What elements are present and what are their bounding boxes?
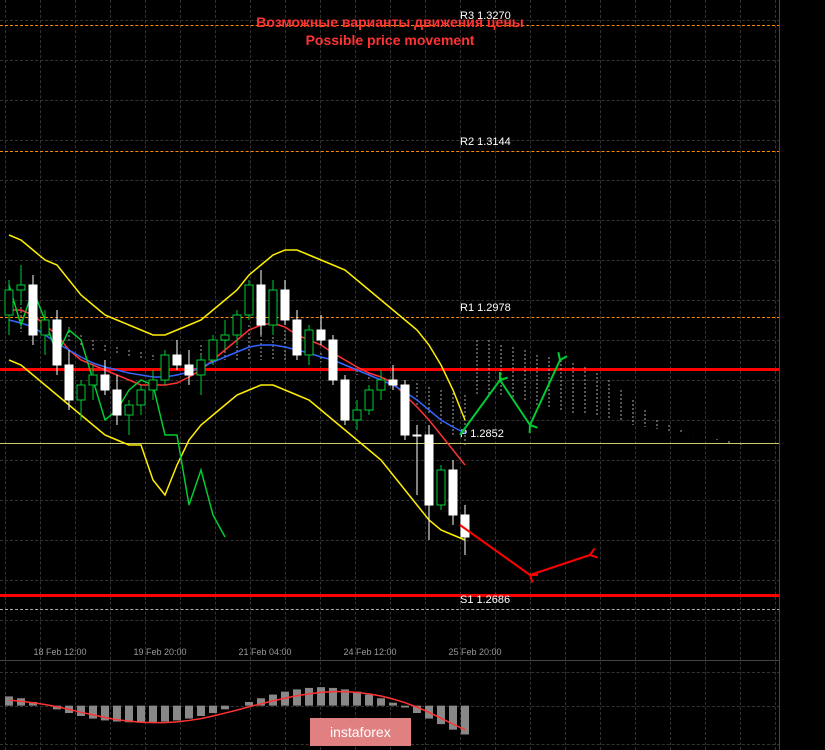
watermark: instaforex — [310, 718, 411, 746]
chart-title-en: Possible price movement — [0, 32, 780, 48]
chart-title-ru: Возможные варианты движения цены — [0, 14, 780, 30]
forex-chart: 1.32751.32351.31951.31551.31151.30751.30… — [0, 0, 825, 750]
price-svg — [0, 0, 780, 660]
